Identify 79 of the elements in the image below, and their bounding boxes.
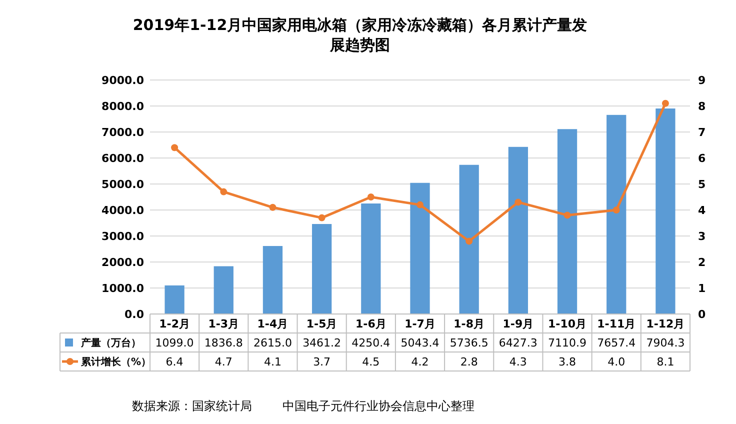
bar bbox=[656, 108, 676, 314]
chart-title: 2019年1-12月中国家用电冰箱（家用冷冻冷藏箱）各月累计产量发展趋势图 bbox=[132, 16, 588, 54]
bar bbox=[361, 203, 381, 314]
y2-tick-label: 1 bbox=[698, 282, 706, 295]
y2-tick-label: 3 bbox=[698, 230, 706, 243]
y-tick-label: 2000.0 bbox=[102, 256, 144, 269]
x-tick-label: 1-2月 bbox=[159, 317, 190, 330]
legend-label: 产量（万台） bbox=[80, 337, 141, 349]
data-label: 7110.9 bbox=[548, 336, 587, 350]
data-label: 3.8 bbox=[558, 355, 576, 368]
data-label: 4.3 bbox=[509, 355, 527, 368]
y2-tick-label: 8 bbox=[698, 100, 706, 113]
bar bbox=[508, 146, 528, 314]
bar bbox=[459, 164, 479, 314]
legend-label: 累计增长（%） bbox=[80, 356, 152, 368]
data-label: 4.2 bbox=[411, 355, 429, 368]
data-label: 5736.5 bbox=[450, 336, 488, 350]
data-label: 6427.3 bbox=[498, 336, 538, 350]
y-tick-label: 9000.0 bbox=[102, 74, 144, 87]
data-label: 3.7 bbox=[313, 355, 331, 368]
point bbox=[269, 204, 276, 211]
data-label: 1099.0 bbox=[155, 336, 194, 350]
x-tick-label: 1-7月 bbox=[404, 317, 436, 330]
point bbox=[318, 214, 326, 222]
x-tick-label: 1-5月 bbox=[306, 317, 338, 330]
y2-tick-label: 4 bbox=[698, 204, 706, 217]
point bbox=[564, 212, 571, 219]
data-label: 6.4 bbox=[166, 355, 184, 368]
x-tick-label: 1-9月 bbox=[502, 317, 534, 330]
bar bbox=[606, 114, 626, 314]
data-label: 2.8 bbox=[460, 355, 478, 368]
data-label: 4.5 bbox=[362, 355, 380, 368]
x-tick-label: 1-10月 bbox=[548, 317, 587, 330]
x-tick-label: 1-6月 bbox=[355, 317, 386, 330]
bar bbox=[410, 182, 430, 314]
y-tick-label: 6000.0 bbox=[102, 152, 144, 165]
y-tick-label: 1000.0 bbox=[102, 282, 144, 295]
y-tick-label: 4000.0 bbox=[102, 204, 144, 217]
point bbox=[220, 188, 228, 196]
data-label: 8.1 bbox=[656, 355, 674, 368]
bar bbox=[214, 266, 234, 314]
y2-tick-label: 7 bbox=[698, 126, 706, 139]
point bbox=[171, 144, 178, 152]
data-label: 7657.4 bbox=[597, 336, 636, 350]
y2-tick-label: 5 bbox=[698, 178, 706, 191]
data-label: 2615.0 bbox=[253, 336, 292, 350]
x-tick-label: 1-3月 bbox=[208, 317, 240, 330]
bar bbox=[557, 129, 578, 314]
data-label: 1836.8 bbox=[204, 336, 243, 350]
data-label: 4.7 bbox=[214, 355, 232, 368]
y2-tick-label: 0 bbox=[698, 308, 706, 321]
data-label: 4.0 bbox=[608, 355, 626, 368]
x-tick-label: 1-11月 bbox=[597, 317, 636, 330]
point bbox=[466, 238, 473, 245]
source-note: 数据来源：国家统计局 中国电子元件行业协会信息中心整理 bbox=[132, 399, 475, 413]
y-tick-label: 3000.0 bbox=[102, 230, 144, 243]
y2-tick-label: 2 bbox=[698, 256, 706, 269]
x-tick-label: 1-12月 bbox=[646, 317, 685, 330]
x-tick-label: 1-8月 bbox=[454, 317, 485, 330]
y2-tick-label: 9 bbox=[698, 74, 706, 87]
y-tick-label: 0.0 bbox=[124, 308, 144, 321]
data-label: 4250.4 bbox=[352, 336, 390, 350]
point bbox=[514, 198, 522, 206]
bar bbox=[164, 285, 184, 314]
data-label: 4.1 bbox=[264, 355, 282, 368]
bar bbox=[262, 246, 283, 314]
data-label: 3461.2 bbox=[302, 336, 342, 350]
y-tick-label: 7000.0 bbox=[102, 126, 144, 139]
point bbox=[612, 206, 620, 214]
y-tick-label: 8000.0 bbox=[102, 100, 144, 113]
bar bbox=[312, 224, 332, 314]
point bbox=[662, 100, 669, 107]
y-tick-label: 5000.0 bbox=[102, 178, 144, 191]
data-label: 5043.4 bbox=[400, 336, 440, 350]
y2-tick-label: 6 bbox=[698, 152, 706, 165]
point bbox=[367, 194, 374, 200]
x-tick-label: 1-4月 bbox=[257, 317, 288, 330]
point bbox=[416, 201, 424, 208]
data-label: 7904.3 bbox=[646, 336, 685, 350]
